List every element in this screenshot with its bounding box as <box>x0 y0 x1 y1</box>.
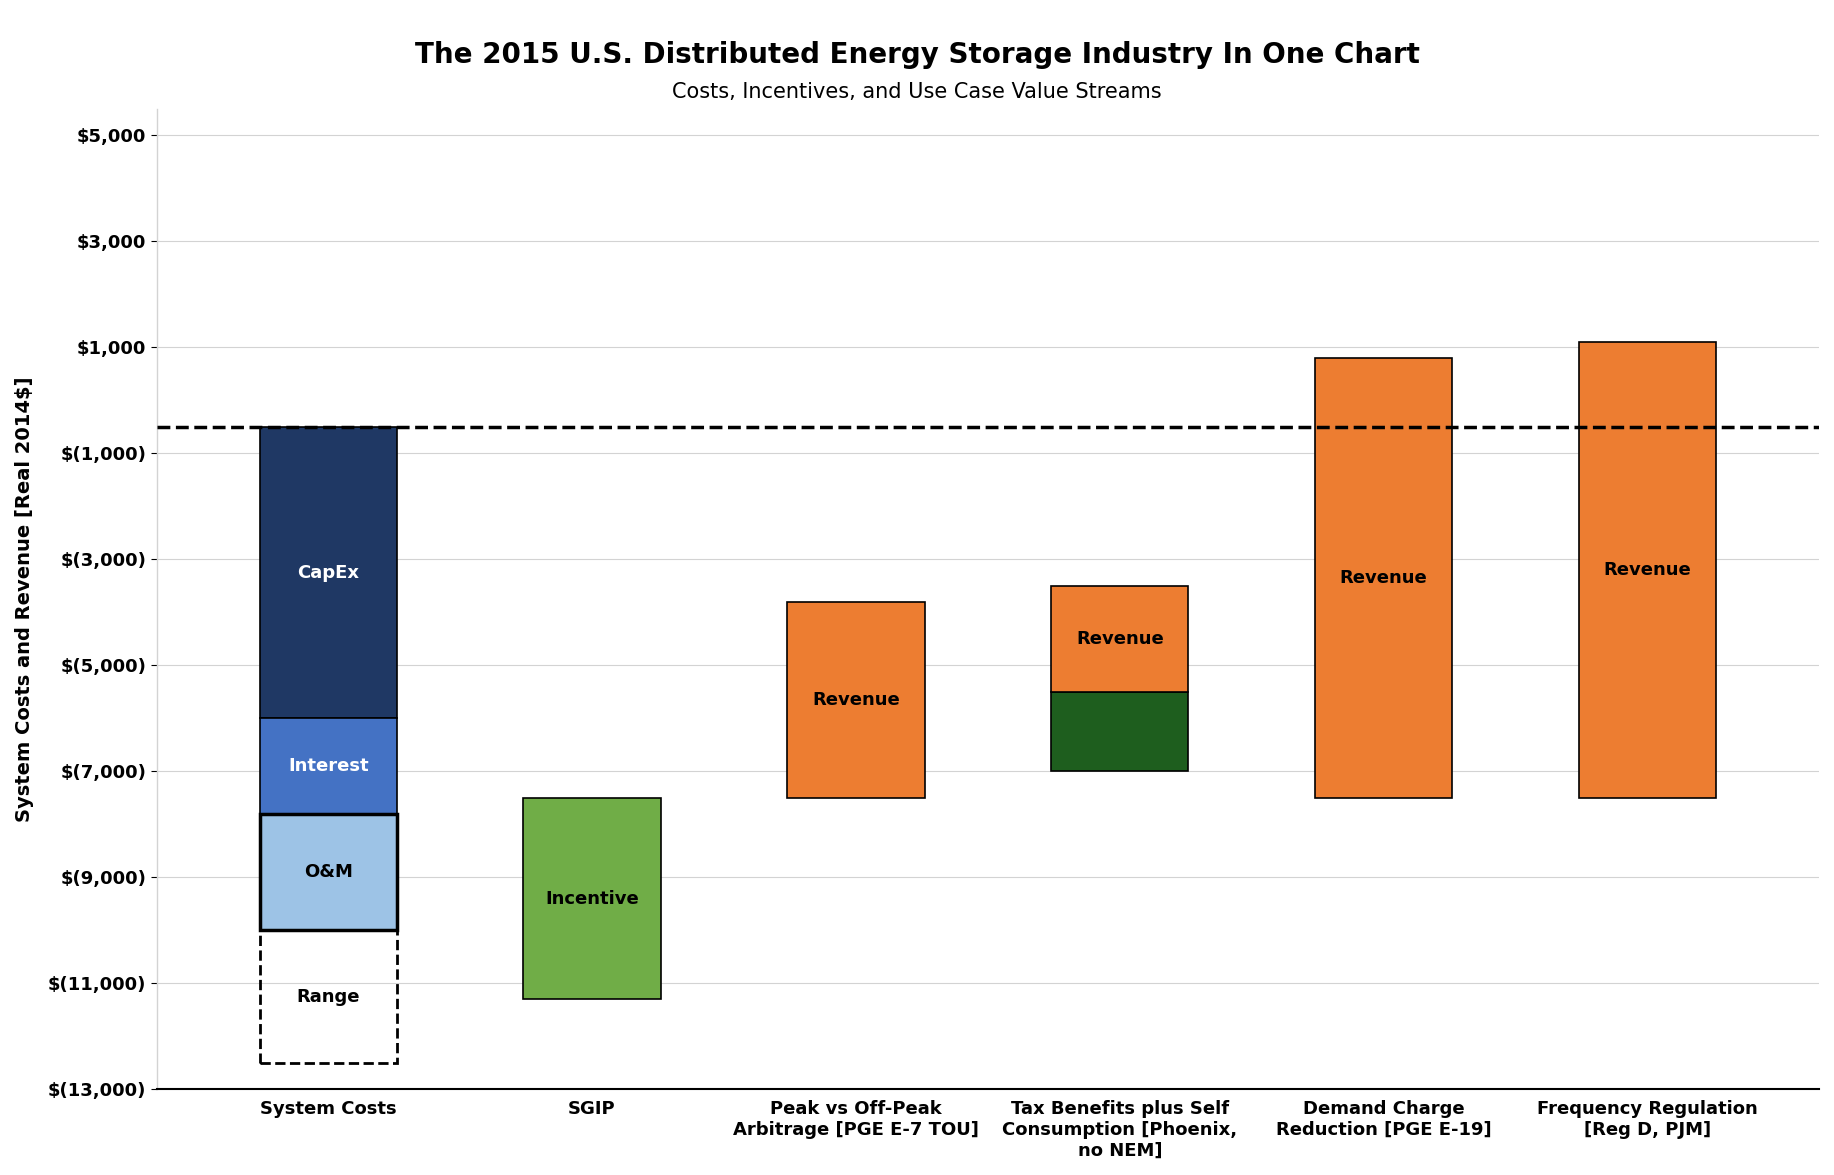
Bar <box>260 814 396 931</box>
Bar <box>1315 358 1453 798</box>
Text: Revenue: Revenue <box>812 691 900 709</box>
Text: Revenue: Revenue <box>1341 569 1427 588</box>
Bar <box>1051 692 1188 771</box>
Text: O&M: O&M <box>304 862 352 881</box>
Bar <box>787 602 924 798</box>
Text: CapEx: CapEx <box>297 564 359 582</box>
Bar <box>260 427 396 718</box>
Text: Costs, Incentives, and Use Case Value Streams: Costs, Incentives, and Use Case Value St… <box>673 82 1161 102</box>
Text: Revenue: Revenue <box>1077 630 1163 647</box>
Text: Range: Range <box>297 987 359 1006</box>
Bar <box>260 718 396 814</box>
Bar <box>1579 342 1717 798</box>
Text: The 2015 U.S. Distributed Energy Storage Industry In One Chart: The 2015 U.S. Distributed Energy Storage… <box>414 41 1420 69</box>
Y-axis label: System Costs and Revenue [Real 2014$]: System Costs and Revenue [Real 2014$] <box>15 376 35 821</box>
Bar <box>523 798 660 999</box>
Bar <box>1051 586 1188 692</box>
Text: Incentive: Incentive <box>545 889 638 907</box>
Text: Revenue: Revenue <box>1603 560 1691 579</box>
Text: Interest: Interest <box>288 757 369 776</box>
Bar <box>260 931 396 1063</box>
